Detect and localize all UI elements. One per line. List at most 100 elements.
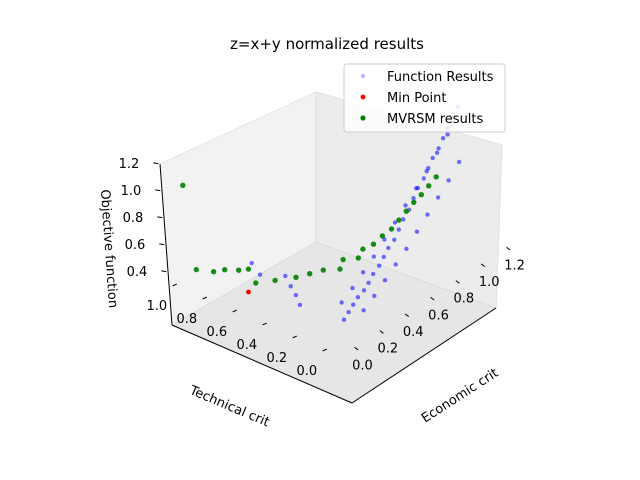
point-function-results-44	[445, 132, 450, 137]
z-axis-label: Objective function	[97, 189, 120, 309]
point-function-results-30	[425, 212, 430, 217]
point-mvrsm-results-22	[293, 274, 299, 280]
y-tick-2-mark	[262, 322, 268, 326]
point-function-results-39	[392, 220, 398, 225]
point-function-results-34	[339, 300, 344, 305]
y-axis-line	[171, 324, 353, 404]
y-tick-3-label: 0.6	[206, 325, 227, 340]
point-mvrsm-results-7	[307, 271, 313, 277]
point-function-results-35	[350, 285, 355, 291]
y-tick-4-mark	[202, 296, 208, 300]
legend-marker-function-results	[361, 74, 365, 78]
x-tick-5-mark	[480, 263, 486, 268]
legend-marker-min-point	[360, 94, 366, 100]
point-function-results-27	[393, 262, 398, 267]
z-tick-4-mark	[153, 162, 159, 165]
point-function-results-3	[355, 295, 361, 300]
x-tick-0-mark	[354, 346, 359, 351]
y-tick-5-mark	[172, 283, 178, 287]
y-tick-4-label: 0.8	[176, 312, 197, 327]
point-function-results-8	[381, 254, 386, 260]
point-mvrsm-results-6	[272, 277, 278, 284]
x-axis-label: Economic crit	[419, 366, 501, 427]
x-tick-2-mark	[404, 313, 410, 318]
point-function-results-2	[351, 302, 356, 307]
points-layer	[180, 104, 462, 322]
x-tick-4-label: 0.8	[454, 292, 475, 307]
point-function-results-40	[403, 203, 408, 208]
point-function-results-41	[413, 186, 419, 191]
x-tick-5-label: 1.0	[479, 275, 500, 290]
z-tick-2-label: 0.8	[123, 211, 144, 226]
z-tick-2-mark	[157, 216, 163, 219]
point-function-results-9	[386, 245, 391, 251]
y-tick-0-mark	[322, 348, 328, 352]
point-function-results-45	[297, 302, 303, 308]
point-function-results-5	[366, 280, 371, 285]
point-mvrsm-results-1	[193, 266, 199, 273]
point-mvrsm-results-13	[388, 226, 395, 232]
y-tick-0-label: 0.0	[296, 364, 317, 379]
point-function-results-14	[411, 196, 416, 201]
y-tick-3-mark	[232, 309, 238, 313]
point-mvrsm-results-14	[396, 217, 402, 223]
point-mvrsm-results-9	[340, 256, 346, 263]
y-axis-label: Technical crit	[186, 383, 271, 430]
point-mvrsm-results-20	[337, 266, 343, 272]
point-function-results-37	[371, 254, 376, 259]
z-tick-3-mark	[155, 189, 161, 192]
point-function-results-50	[249, 260, 254, 266]
z-tick-0-mark	[161, 270, 167, 273]
legend-label-mvrsm-results: MVRSM results	[387, 112, 484, 127]
point-function-results-20	[440, 136, 446, 141]
point-function-results-10	[392, 237, 397, 242]
point-function-results-32	[446, 178, 451, 183]
point-mvrsm-results-4	[236, 267, 242, 273]
point-mvrsm-results-10	[360, 246, 366, 252]
z-tick-1-mark	[159, 243, 165, 246]
legend: Function Results Min Point MVRSM results	[343, 63, 506, 133]
y-tick-1-label: 0.2	[266, 351, 287, 366]
point-mvrsm-results-16	[411, 199, 417, 205]
point-function-results-24	[361, 308, 366, 313]
point-function-results-28	[404, 246, 409, 251]
point-function-results-31	[435, 195, 441, 200]
x-tick-6-mark	[506, 246, 511, 251]
point-function-results-7	[377, 263, 382, 268]
point-min-point-0	[246, 289, 251, 295]
point-mvrsm-results-21	[355, 255, 361, 261]
point-mvrsm-results-19	[433, 174, 439, 180]
ticks-layer: 0.0 0.2 0.4 0.6 0.8 1.0 1.2 0.0 0.2 0.4 0.6 0.8 1.0 0…	[119, 157, 525, 379]
point-mvrsm-results-2	[210, 269, 217, 275]
point-function-results-12	[401, 217, 406, 222]
point-mvrsm-results-18	[426, 183, 432, 189]
point-function-results-1	[346, 310, 351, 315]
point-function-results-16	[421, 176, 426, 181]
point-mvrsm-results-17	[418, 192, 424, 198]
x-tick-6-label: 1.2	[504, 258, 525, 273]
z-tick-4-label: 1.2	[119, 157, 140, 172]
point-function-results-18	[430, 155, 435, 161]
point-function-results-48	[283, 273, 288, 279]
legend-label-min-point: Min Point	[387, 91, 446, 106]
x-tick-0-label: 0.0	[352, 358, 373, 373]
legend-label-function-results: Function Results	[387, 70, 494, 85]
y-tick-5-label: 1.0	[146, 299, 167, 314]
point-function-results-11	[396, 227, 401, 232]
point-function-results-19	[436, 146, 441, 151]
point-function-results-46	[293, 292, 299, 298]
point-mvrsm-results-8	[320, 267, 326, 273]
z-tick-1-label: 0.6	[125, 238, 146, 253]
legend-marker-mvrsm-results	[360, 115, 366, 121]
point-mvrsm-results-15	[403, 208, 409, 214]
x-tick-2-label: 0.4	[403, 325, 424, 340]
point-mvrsm-results-0	[180, 182, 186, 188]
point-function-results-26	[382, 278, 388, 283]
point-function-results-49	[257, 272, 263, 277]
point-mvrsm-results-23	[253, 280, 259, 286]
x-tick-1-label: 0.2	[377, 342, 398, 357]
point-function-results-0	[341, 317, 347, 322]
x-axis-line	[351, 307, 497, 404]
